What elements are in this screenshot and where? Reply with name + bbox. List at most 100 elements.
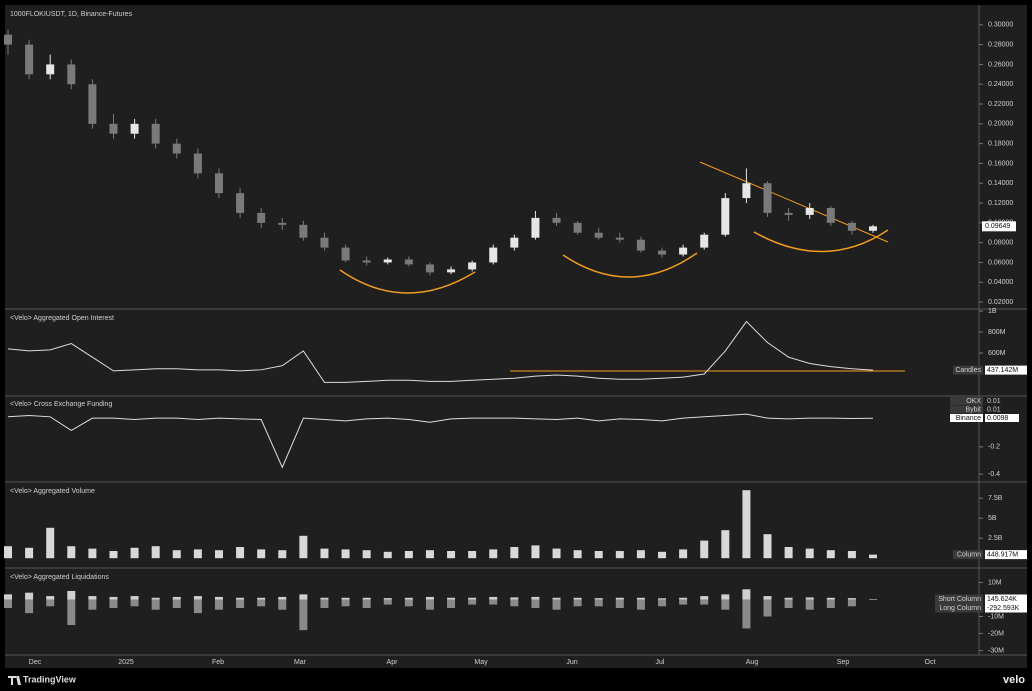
bar — [172, 550, 181, 559]
bar — [109, 596, 118, 600]
bar — [489, 599, 498, 605]
y-tick-label: 0.06000 — [988, 259, 1013, 266]
bar — [236, 599, 245, 608]
bar — [25, 592, 34, 600]
bar — [826, 550, 835, 559]
y-tick-label: 0.14000 — [988, 180, 1013, 187]
candle-body — [67, 64, 76, 85]
candle-body — [151, 123, 160, 144]
footer — [0, 668, 1032, 691]
bar — [383, 599, 392, 605]
y-tick-label: 2.5B — [988, 535, 1003, 542]
candle-body — [869, 226, 877, 231]
x-tick-label: May — [474, 659, 488, 666]
bar — [869, 599, 877, 600]
bar — [573, 597, 582, 600]
bar — [151, 546, 160, 559]
series-line — [7, 413, 874, 469]
bar — [25, 599, 34, 614]
last-price-box — [982, 221, 1016, 232]
candle-body — [658, 250, 667, 255]
bar — [594, 551, 603, 559]
y-tick-label: 7.5B — [988, 495, 1003, 502]
y-tick-label: -10M — [988, 613, 1004, 620]
bar — [447, 551, 456, 559]
rounded-bottom-drawing — [339, 269, 476, 294]
y-tick-label: 0.28000 — [988, 41, 1013, 48]
candle-body — [425, 264, 434, 273]
candle-body — [447, 269, 456, 273]
x-tick-label: Aug — [746, 659, 759, 666]
pane-title: <Velo> Cross Exchange Funding — [10, 401, 112, 408]
y-tick-label: 0.22000 — [988, 101, 1013, 108]
legend-value-box — [985, 603, 1027, 613]
x-tick-label: Sep — [837, 659, 850, 666]
pane-title: <Velo> Aggregated Volume — [10, 488, 95, 495]
bar — [320, 599, 329, 608]
legend-name-box — [953, 550, 983, 560]
bar — [362, 597, 371, 600]
bar — [109, 551, 118, 559]
bar — [784, 599, 793, 608]
bar — [130, 596, 139, 600]
bar — [636, 599, 645, 610]
bar — [404, 599, 413, 607]
candle-body — [257, 212, 266, 223]
bar — [847, 551, 856, 559]
candle-body — [489, 247, 498, 263]
bar — [425, 599, 434, 610]
bar — [425, 596, 434, 600]
candle-body — [130, 123, 139, 134]
chart-title: 1000FLOKIUSDT, 1D, Binance-Futures — [10, 11, 133, 18]
legend-name: Short Column — [938, 596, 981, 603]
bar — [763, 596, 772, 600]
bar — [468, 551, 477, 559]
bar — [172, 599, 181, 608]
watermark: velo — [1003, 674, 1025, 686]
bar — [257, 599, 266, 607]
candle-body — [805, 207, 814, 215]
candle-body — [88, 84, 97, 124]
bar — [784, 547, 793, 559]
bar — [679, 599, 688, 605]
bar — [193, 596, 202, 600]
bar — [636, 597, 645, 600]
x-tick-label: Jun — [566, 659, 577, 666]
bar — [805, 599, 814, 610]
brand-name[interactable]: TradingView — [23, 674, 77, 684]
bar — [341, 549, 350, 559]
y-tick-label: 0.20000 — [988, 121, 1013, 128]
candle-body — [552, 217, 561, 223]
bar — [193, 599, 202, 614]
candle-body — [510, 237, 519, 248]
bar — [700, 599, 709, 605]
funding-value-box — [985, 397, 1019, 405]
bar — [236, 597, 245, 600]
legend-value: -292.593K — [987, 605, 1020, 612]
last-price-label: 0.09649 — [985, 223, 1010, 230]
bar — [784, 597, 793, 600]
bar — [278, 550, 287, 559]
bar — [721, 530, 730, 559]
bar — [447, 597, 456, 600]
pane-title: <Velo> Aggregated Open Interest — [10, 315, 114, 322]
x-tick-label: Dec — [29, 659, 42, 666]
bar — [531, 599, 540, 608]
bar — [193, 549, 202, 559]
bar — [299, 594, 308, 600]
bar — [404, 597, 413, 600]
x-tick-label: 2025 — [118, 659, 134, 666]
funding-name-box — [950, 405, 983, 414]
bar — [67, 546, 76, 559]
candle-body — [320, 237, 329, 248]
bar — [847, 598, 856, 600]
y-tick-label: 800M — [988, 329, 1006, 336]
legend-name-box — [935, 603, 983, 613]
bar — [109, 599, 118, 608]
chart-background — [5, 5, 1027, 668]
candle-body — [109, 123, 118, 134]
x-tick-label: Feb — [212, 659, 224, 666]
y-tick-label: -0.4 — [988, 471, 1000, 478]
rounded-bottom-drawing — [562, 252, 698, 278]
x-tick-label: Oct — [925, 659, 936, 666]
